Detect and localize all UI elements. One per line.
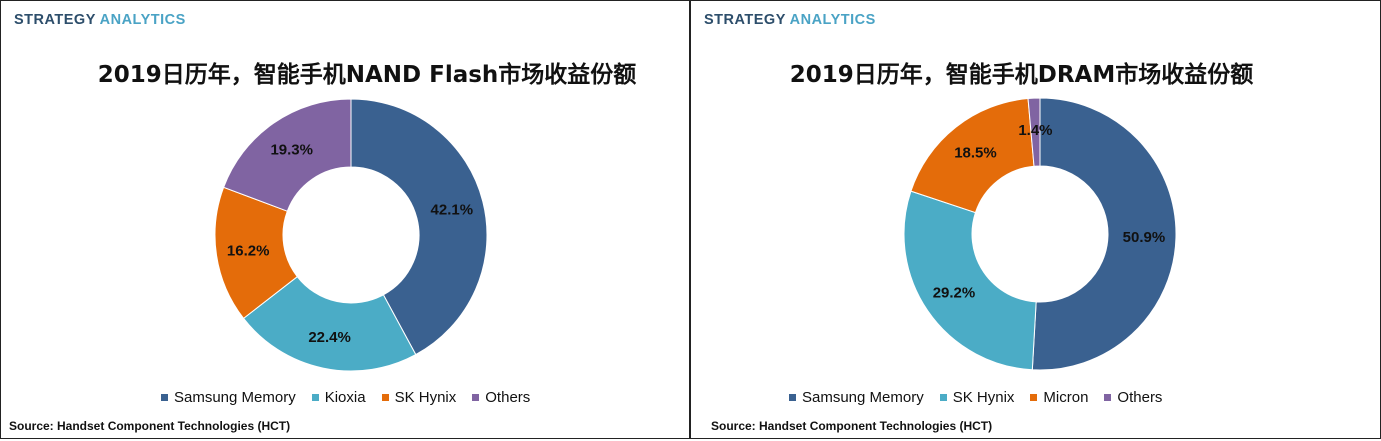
- dram-label-others: 1.4%: [1018, 122, 1052, 139]
- dram-legend-item-micron: Micron: [1030, 389, 1088, 406]
- dram-label-sk-hynix: 29.2%: [933, 284, 976, 301]
- nand-chart-panel: STRATEGY ANALYTICS 2019日历年，智能手机NAND Flas…: [0, 0, 690, 439]
- nand-chart-title: 2019日历年，智能手机NAND Flash市场收益份额: [97, 62, 637, 88]
- dram-legend-label: Micron: [1043, 389, 1089, 406]
- brand-analytics: ANALYTICS: [99, 12, 186, 28]
- nand-chart-legend: Samsung Memory Kioxia SK Hynix Others: [161, 389, 546, 406]
- dram-slice-sk-hynix: [903, 190, 1037, 371]
- brand-strategy: STRATEGY: [14, 12, 96, 28]
- dram-donut-chart: 50.9% 29.2% 18.5% 1.4%: [903, 97, 1177, 371]
- nand-label-kioxia: 22.4%: [308, 329, 351, 346]
- brand-strategy: STRATEGY: [704, 12, 786, 28]
- dram-slice-others: [1027, 97, 1041, 167]
- nand-label-samsung-memory: 42.1%: [431, 201, 474, 218]
- dram-legend-swatch: [1104, 394, 1112, 401]
- nand-legend-label: Others: [485, 389, 531, 406]
- nand-legend-swatch: [472, 394, 480, 401]
- nand-legend-item-samsung-memory: Samsung Memory: [161, 389, 296, 406]
- brand-logo: STRATEGY ANALYTICS: [704, 12, 876, 28]
- nand-slice-kioxia: [242, 275, 417, 372]
- nand-slice-samsung-memory: [350, 98, 488, 356]
- dram-legend-item-samsung-memory: Samsung Memory: [789, 389, 924, 406]
- brand-logo: STRATEGY ANALYTICS: [14, 12, 186, 28]
- brand-analytics: ANALYTICS: [789, 12, 876, 28]
- nand-legend-label: SK Hynix: [394, 389, 457, 406]
- dram-legend-label: Others: [1117, 389, 1163, 406]
- nand-donut-chart: 42.1% 22.4% 16.2% 19.3%: [214, 98, 488, 372]
- dram-legend-item-sk-hynix: SK Hynix: [939, 389, 1015, 406]
- nand-legend-item-sk-hynix: SK Hynix: [381, 389, 457, 406]
- dram-legend-swatch: [789, 394, 796, 401]
- dram-legend-swatch: [1030, 394, 1038, 401]
- nand-slice-others: [222, 98, 352, 212]
- nand-legend-item-kioxia: Kioxia: [311, 389, 366, 406]
- nand-legend-swatch: [311, 394, 319, 401]
- dram-slice-micron: [910, 97, 1035, 214]
- dram-legend-label: SK Hynix: [952, 389, 1015, 406]
- dram-legend-label: Samsung Memory: [802, 389, 924, 406]
- dram-label-micron: 18.5%: [954, 144, 997, 161]
- nand-label-others: 19.3%: [270, 142, 313, 159]
- nand-legend-label: Kioxia: [324, 389, 366, 406]
- nand-legend-label: Samsung Memory: [174, 389, 296, 406]
- dram-slice-samsung-memory: [1031, 97, 1177, 371]
- nand-source-note: Source: Handset Component Technologies (…: [9, 419, 291, 433]
- dram-source-note: Source: Handset Component Technologies (…: [711, 419, 993, 433]
- nand-legend-swatch: [161, 394, 168, 401]
- dram-chart-legend: Samsung Memory SK Hynix Micron Others: [789, 389, 1178, 406]
- dram-legend-item-others: Others: [1104, 389, 1162, 406]
- nand-label-sk-hynix: 16.2%: [227, 243, 270, 260]
- nand-legend-item-others: Others: [472, 389, 530, 406]
- dram-chart-title: 2019日历年，智能手机DRAM市场收益份额: [789, 62, 1254, 88]
- dram-legend-swatch: [939, 394, 947, 401]
- dram-label-samsung-memory: 50.9%: [1123, 229, 1166, 246]
- nand-legend-swatch: [381, 394, 389, 401]
